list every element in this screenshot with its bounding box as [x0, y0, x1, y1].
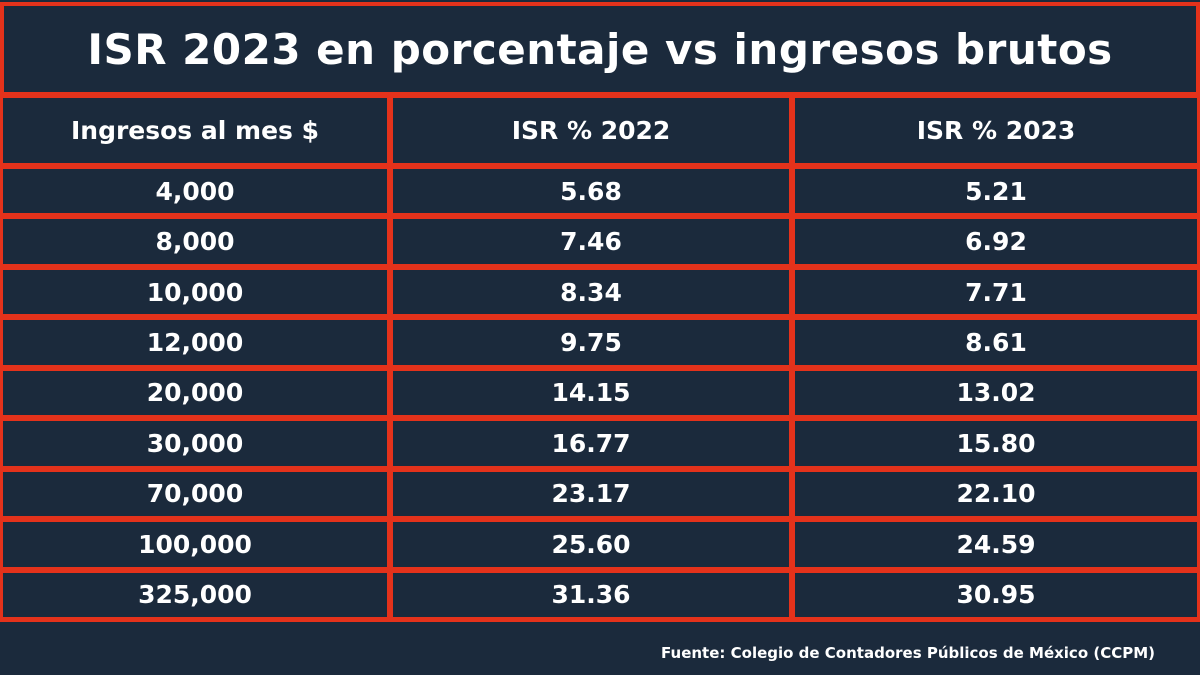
table-cell: 4,000 [3, 169, 387, 214]
table-cell: 30,000 [3, 421, 387, 466]
table: Ingresos al mes $ ISR % 2022 ISR % 2023 4,0… [0, 94, 1200, 622]
table-cell: 7.71 [795, 269, 1197, 315]
table-cell: 5.21 [795, 169, 1197, 214]
table-cell: 7.46 [393, 219, 789, 264]
table-cell: 22.10 [795, 471, 1197, 517]
table-cell: 14.15 [393, 370, 789, 416]
table-cell: 325,000 [3, 572, 387, 617]
table-cell: 70,000 [3, 471, 387, 517]
table-cell: 6.92 [795, 219, 1197, 264]
table-cell: 10,000 [3, 269, 387, 315]
table-cell: 20,000 [3, 370, 387, 416]
table-cell: 24.59 [795, 522, 1197, 567]
header-cell: Ingresos al mes $ [3, 98, 387, 163]
table-cell: 31.36 [393, 572, 789, 617]
table-cell: 8,000 [3, 219, 387, 264]
table-cell: 9.75 [393, 320, 789, 365]
title: ISR 2023 en porcentaje vs ingresos bruto… [0, 2, 1200, 96]
table-cell: 25.60 [393, 522, 789, 567]
table-cell: 15.80 [795, 421, 1197, 466]
table-cell: 30.95 [795, 572, 1197, 617]
header-cell: ISR % 2023 [795, 98, 1197, 163]
table-cell: 100,000 [3, 522, 387, 567]
table-cell: 13.02 [795, 370, 1197, 416]
table-cell: 8.61 [795, 320, 1197, 365]
table-cell: 8.34 [393, 269, 789, 315]
table-cell: 16.77 [393, 421, 789, 466]
table-cell: 23.17 [393, 471, 789, 517]
table-cell: 5.68 [393, 169, 789, 214]
table-cell: 12,000 [3, 320, 387, 365]
source: Fuente: Colegio de Contadores Públicos d… [661, 644, 1155, 662]
header-cell: ISR % 2022 [393, 98, 789, 163]
